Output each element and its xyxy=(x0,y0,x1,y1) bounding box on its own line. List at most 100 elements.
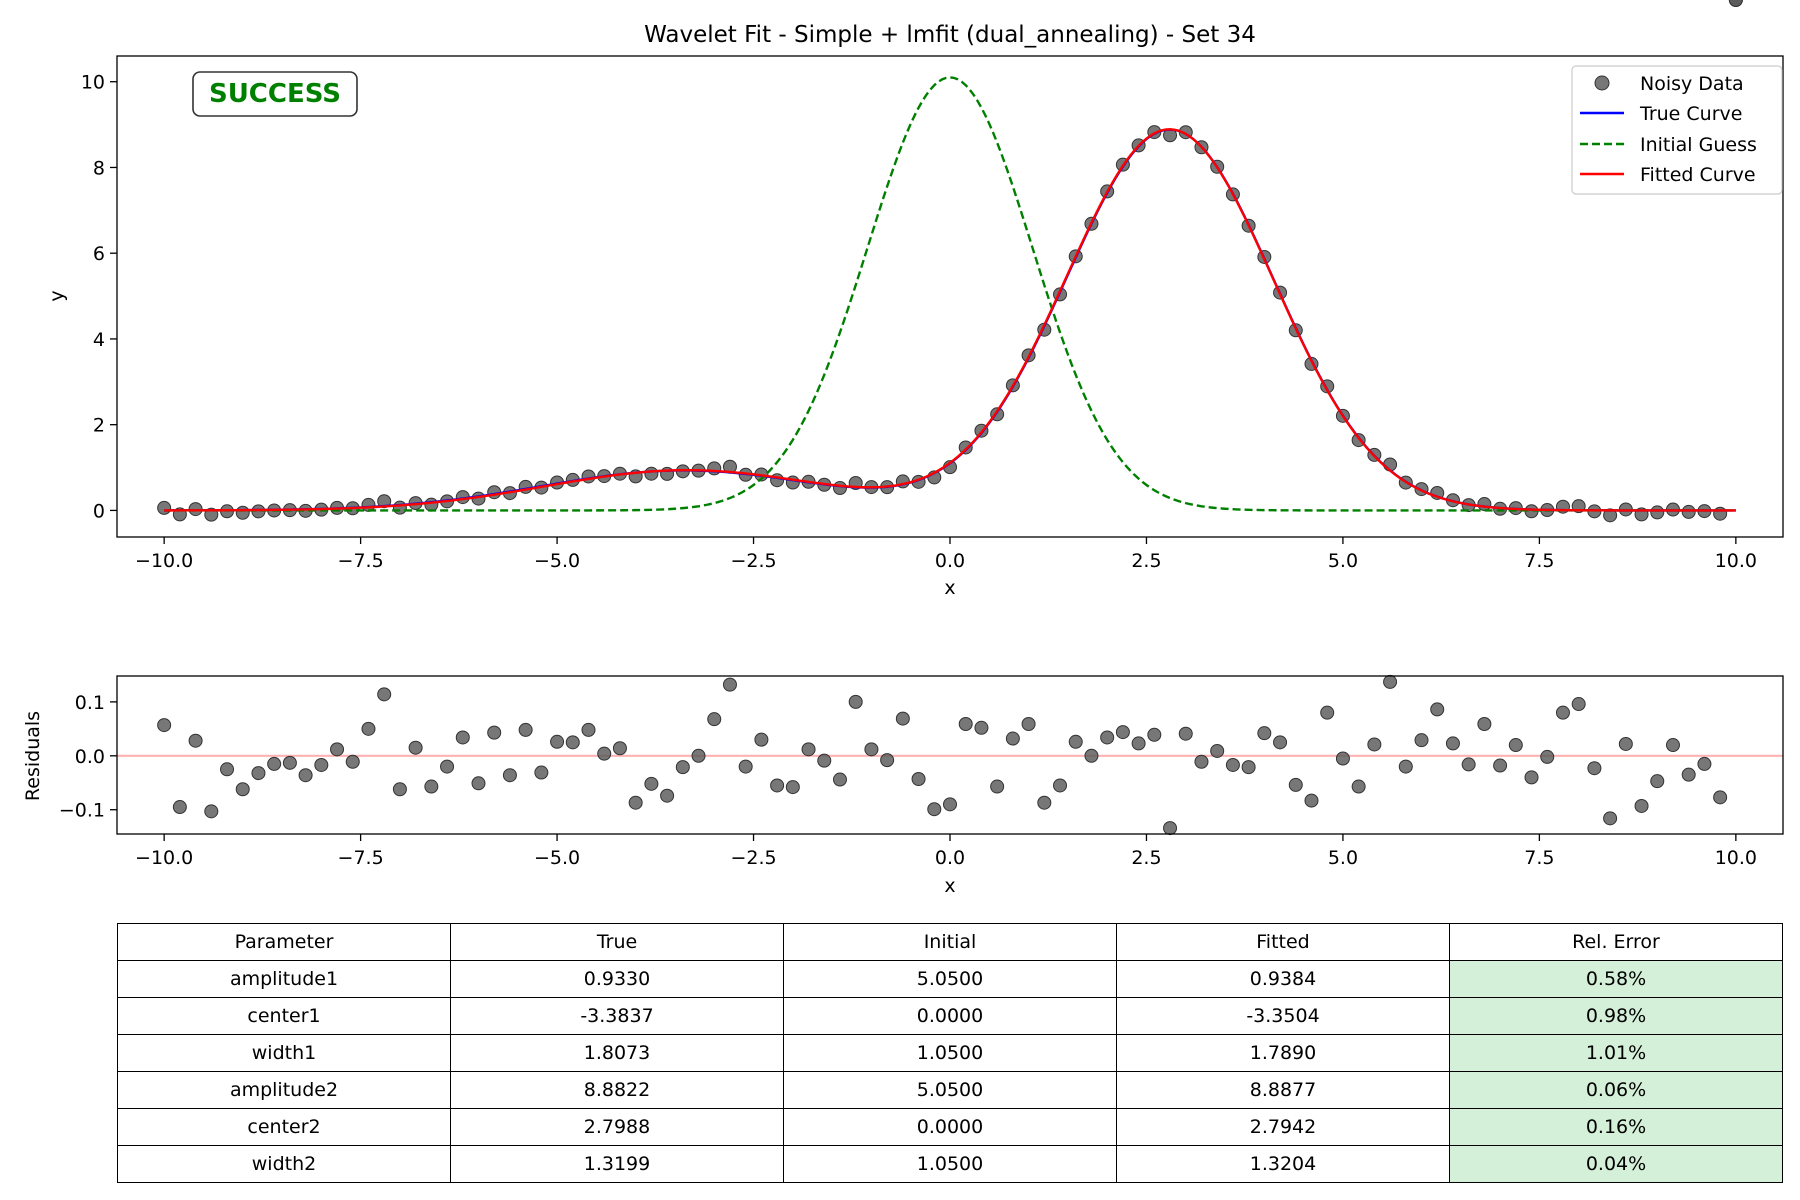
residual-point xyxy=(1131,736,1146,751)
main-x-tick-label: 5.0 xyxy=(1328,550,1358,572)
table-cell: -3.3504 xyxy=(1116,997,1450,1035)
residual-point xyxy=(722,677,737,692)
residuals-plot: −10.0 −7.5 −5.0 −2.5 0.0 2.5 5.0 7.5 10.0 −0.1 0.0… xyxy=(59,0,1784,869)
residual-point xyxy=(1603,811,1618,826)
residual-point xyxy=(1351,779,1366,794)
main-y-tick-label: 4 xyxy=(93,329,105,351)
table-cell: 1.7890 xyxy=(1116,1034,1450,1072)
residual-point xyxy=(534,765,549,780)
table-row: width1 1.8073 1.0500 1.7890 1.01% xyxy=(117,1034,1783,1072)
residual-point xyxy=(1555,705,1570,720)
residual-point xyxy=(1335,751,1350,766)
table-cell: width2 xyxy=(117,1145,451,1183)
table-cell: 1.0500 xyxy=(783,1145,1117,1183)
residuals-x-tick-label: 0.0 xyxy=(935,847,965,869)
table-header-cell: Initial xyxy=(783,923,1117,961)
noisy-data-point xyxy=(707,461,722,476)
residual-point xyxy=(1618,736,1633,751)
residual-point xyxy=(377,687,392,702)
residual-point xyxy=(440,759,455,774)
residual-point xyxy=(754,732,769,747)
residual-point xyxy=(487,725,502,740)
table-cell: 1.3199 xyxy=(450,1145,784,1183)
true-curve-line xyxy=(164,128,1736,512)
noisy-data-point xyxy=(235,505,250,520)
residual-point xyxy=(1241,760,1256,775)
residual-point xyxy=(864,742,879,757)
residual-point xyxy=(361,721,376,736)
table-cell: center1 xyxy=(117,997,451,1035)
residual-point xyxy=(172,800,187,815)
residual-point xyxy=(1461,757,1476,772)
residual-point xyxy=(895,711,910,726)
noisy-data-point xyxy=(1650,505,1665,520)
residual-point xyxy=(220,762,235,777)
main-x-tick-label: 10.0 xyxy=(1715,550,1757,572)
residual-point xyxy=(1665,738,1680,753)
residual-point xyxy=(1477,716,1492,731)
residual-point xyxy=(1053,778,1068,793)
noisy-data-point xyxy=(157,500,172,515)
residual-point xyxy=(298,768,313,783)
noisy-data-point xyxy=(581,469,596,484)
residual-point xyxy=(1430,702,1445,717)
table-cell: width1 xyxy=(117,1034,451,1072)
main-y-tick-label: 10 xyxy=(81,72,105,94)
noisy-data-point xyxy=(644,466,659,481)
main-axes-frame xyxy=(116,55,1784,538)
residuals-x-tick-label: −7.5 xyxy=(338,847,384,869)
table-cell: 1.0500 xyxy=(783,1034,1117,1072)
residual-point xyxy=(770,778,785,793)
residual-point xyxy=(1115,725,1130,740)
table-cell: 0.06% xyxy=(1449,1071,1783,1109)
residual-points xyxy=(157,0,1743,836)
residual-point xyxy=(785,780,800,795)
residual-point xyxy=(801,742,816,757)
main-y-axis-label: y xyxy=(46,290,68,301)
status-badge-text: SUCCESS xyxy=(209,79,341,109)
residual-point xyxy=(880,753,895,768)
residual-point xyxy=(660,788,675,803)
noisy-data-point xyxy=(1603,508,1618,523)
table-header-cell: Fitted xyxy=(1116,923,1450,961)
residuals-y-axis-label: Residuals xyxy=(22,711,44,801)
residual-point xyxy=(691,748,706,763)
table-header-cell: Rel. Error xyxy=(1449,923,1783,961)
residual-point xyxy=(550,734,565,749)
residual-point xyxy=(455,730,470,745)
residual-point xyxy=(235,782,250,797)
residual-point xyxy=(927,802,942,817)
table-header-cell: Parameter xyxy=(117,923,451,961)
table-cell: 8.8877 xyxy=(1116,1071,1450,1109)
residuals-x-tick-label: 2.5 xyxy=(1131,847,1161,869)
residual-point xyxy=(1304,793,1319,808)
residual-point xyxy=(1398,759,1413,774)
residuals-axes-frame xyxy=(116,675,1784,835)
noisy-data-point xyxy=(392,500,407,515)
residual-point xyxy=(1147,727,1162,742)
table-cell: 5.0500 xyxy=(783,960,1117,998)
residual-point xyxy=(1383,674,1398,689)
legend-marker-noisy-data xyxy=(1594,75,1610,91)
legend-label-noisy-data: Noisy Data xyxy=(1640,73,1744,95)
residual-point xyxy=(1037,795,1052,810)
residual-point xyxy=(1068,734,1083,749)
residual-point xyxy=(974,720,989,735)
residual-point xyxy=(1084,748,1099,763)
table-cell: amplitude1 xyxy=(117,960,451,998)
residuals-x-tick-label: −5.0 xyxy=(534,847,580,869)
residual-point xyxy=(1257,726,1272,741)
table-cell: 5.0500 xyxy=(783,1071,1117,1109)
residual-point xyxy=(707,712,722,727)
residuals-y-tick-label: −0.1 xyxy=(59,800,105,822)
table-row: width2 1.3199 1.0500 1.3204 0.04% xyxy=(117,1145,1783,1183)
residual-point xyxy=(644,776,659,791)
chart-title: Wavelet Fit - Simple + lmfit (dual_annea… xyxy=(644,22,1256,48)
residual-point xyxy=(1587,761,1602,776)
residual-point xyxy=(1194,754,1209,769)
main-x-tick-label: −2.5 xyxy=(730,550,776,572)
noisy-data-point xyxy=(377,494,392,509)
residual-point xyxy=(267,756,282,771)
main-x-tick-label: 7.5 xyxy=(1524,550,1554,572)
